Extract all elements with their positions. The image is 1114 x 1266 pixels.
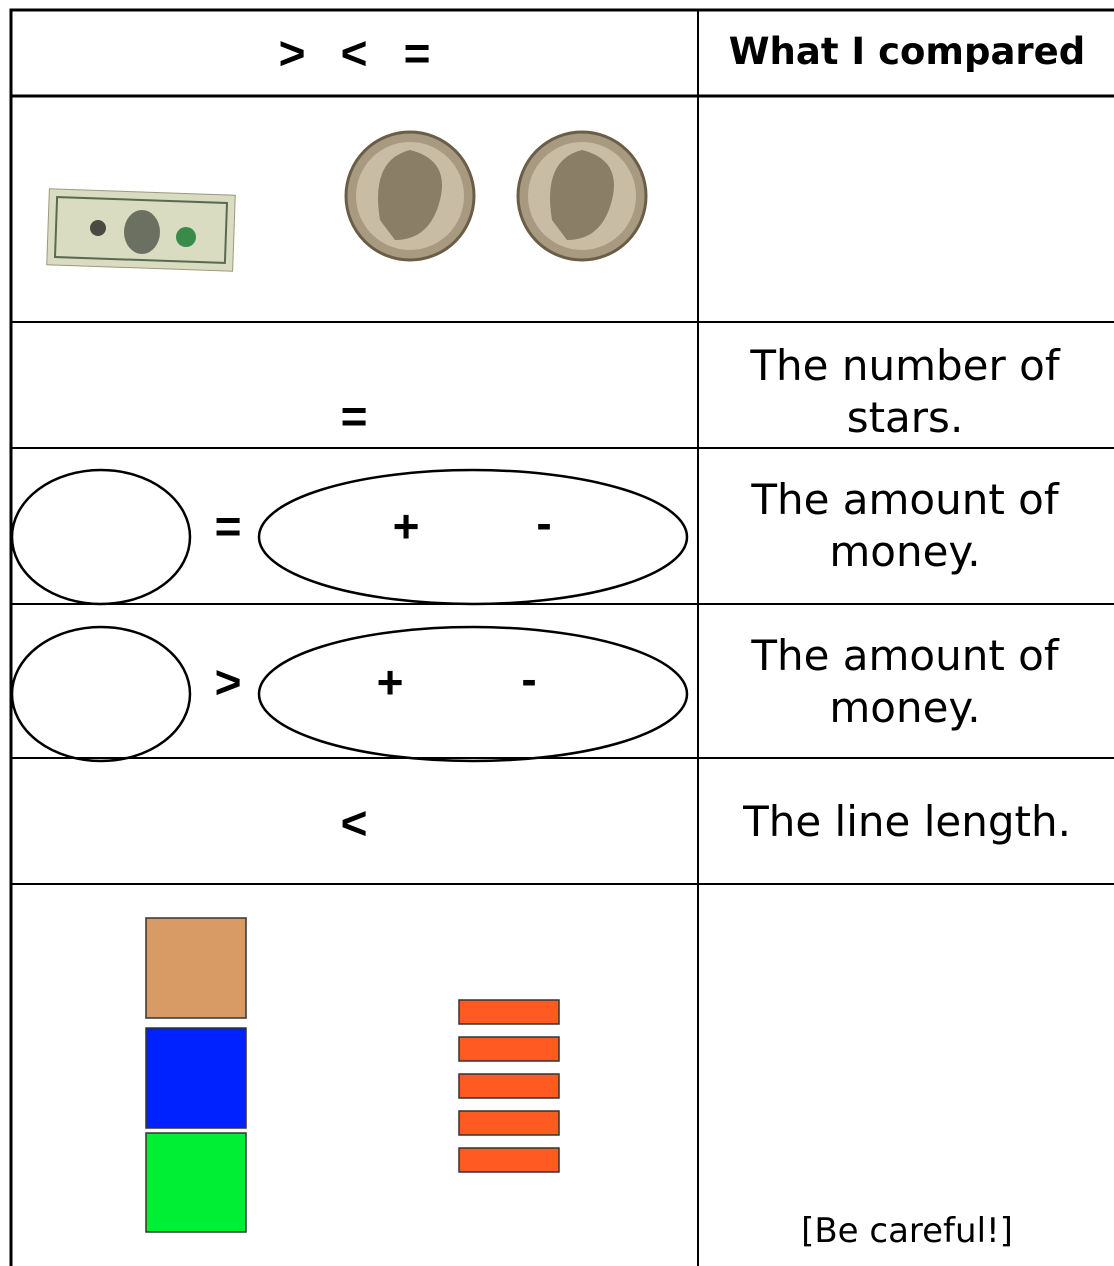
dime [344, 130, 476, 262]
plus: + [376, 656, 404, 708]
compared-text: The amount of money. [751, 475, 1059, 576]
sign: < [340, 797, 368, 849]
stacked-blocks [145, 917, 247, 1233]
table-grid [9, 8, 1114, 1266]
header-symbol: = [403, 27, 431, 79]
compared-text: The amount of money. [751, 631, 1059, 732]
sign: = [340, 390, 368, 442]
header-symbol: > [278, 27, 306, 79]
orange-bars [458, 999, 560, 1173]
note: [Be careful!] [801, 1211, 1013, 1251]
dime [516, 130, 648, 262]
compared-text: The number of stars. [750, 341, 1060, 442]
sign: > [214, 656, 242, 708]
plus: + [392, 500, 420, 552]
sign: = [214, 500, 242, 552]
header-symbol: < [340, 27, 368, 79]
header-compared: What I compared [728, 30, 1086, 73]
answer-ovals [10, 468, 689, 763]
compared-text: The line length. [743, 797, 1071, 846]
minus: - [536, 497, 552, 549]
dollar-bill [46, 188, 236, 272]
minus: - [521, 653, 537, 705]
